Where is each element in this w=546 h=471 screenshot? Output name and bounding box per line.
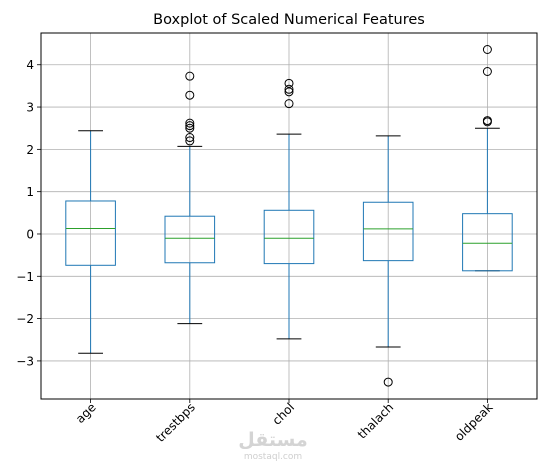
y-tick-label: −3: [16, 354, 34, 368]
box-iqr: [462, 213, 513, 272]
plot-frame: [40, 32, 538, 400]
outlier-point: [284, 99, 294, 109]
box-iqr: [362, 201, 414, 262]
y-tick-label: −2: [16, 312, 34, 326]
x-tick-label-oldpeak: oldpeak: [452, 400, 496, 444]
outlier-point: [185, 118, 195, 128]
outlier-point: [482, 67, 492, 77]
x-tick-label-thalach: thalach: [355, 400, 396, 441]
y-axis-ticks: −3 −2 −1 0 1 2 3 4: [16, 58, 41, 368]
x-tick-label-chol: chol: [270, 400, 297, 427]
mostaql-watermark: مستقل mostaql.com: [238, 429, 308, 462]
y-tick-label: 1: [26, 185, 34, 199]
outlier-point: [185, 123, 195, 133]
watermark-arabic-text: مستقل: [238, 429, 308, 451]
outlier-point: [284, 84, 294, 94]
box-series: [65, 45, 513, 387]
box-oldpeak: [462, 45, 513, 272]
outlier-point: [383, 377, 393, 387]
box-iqr: [65, 200, 116, 266]
chart-title: Boxplot of Scaled Numerical Features: [153, 12, 425, 28]
outlier-point: [482, 117, 492, 127]
y-tick-label: 4: [26, 58, 34, 72]
y-tick-label: 2: [26, 143, 34, 157]
outlier-point: [185, 71, 195, 81]
watermark-latin-text: mostaql.com: [244, 452, 302, 462]
y-tick-label: −1: [16, 270, 34, 284]
box-thalach: [362, 135, 414, 387]
box-trestbps: [164, 71, 216, 325]
outlier-point: [185, 90, 195, 100]
y-tick-label: 3: [26, 101, 34, 115]
box-age: [65, 130, 116, 354]
outlier-point: [185, 121, 195, 131]
x-tick-label-trestbps: trestbps: [153, 400, 198, 445]
outlier-point: [284, 87, 294, 97]
box-chol: [263, 78, 315, 340]
x-tick-label-age: age: [73, 400, 99, 426]
outlier-point: [185, 136, 195, 146]
box-iqr: [263, 209, 315, 265]
outlier-point: [482, 45, 492, 55]
y-tick-label: 0: [26, 227, 34, 241]
box-iqr: [164, 215, 216, 264]
outlier-point: [185, 133, 195, 143]
